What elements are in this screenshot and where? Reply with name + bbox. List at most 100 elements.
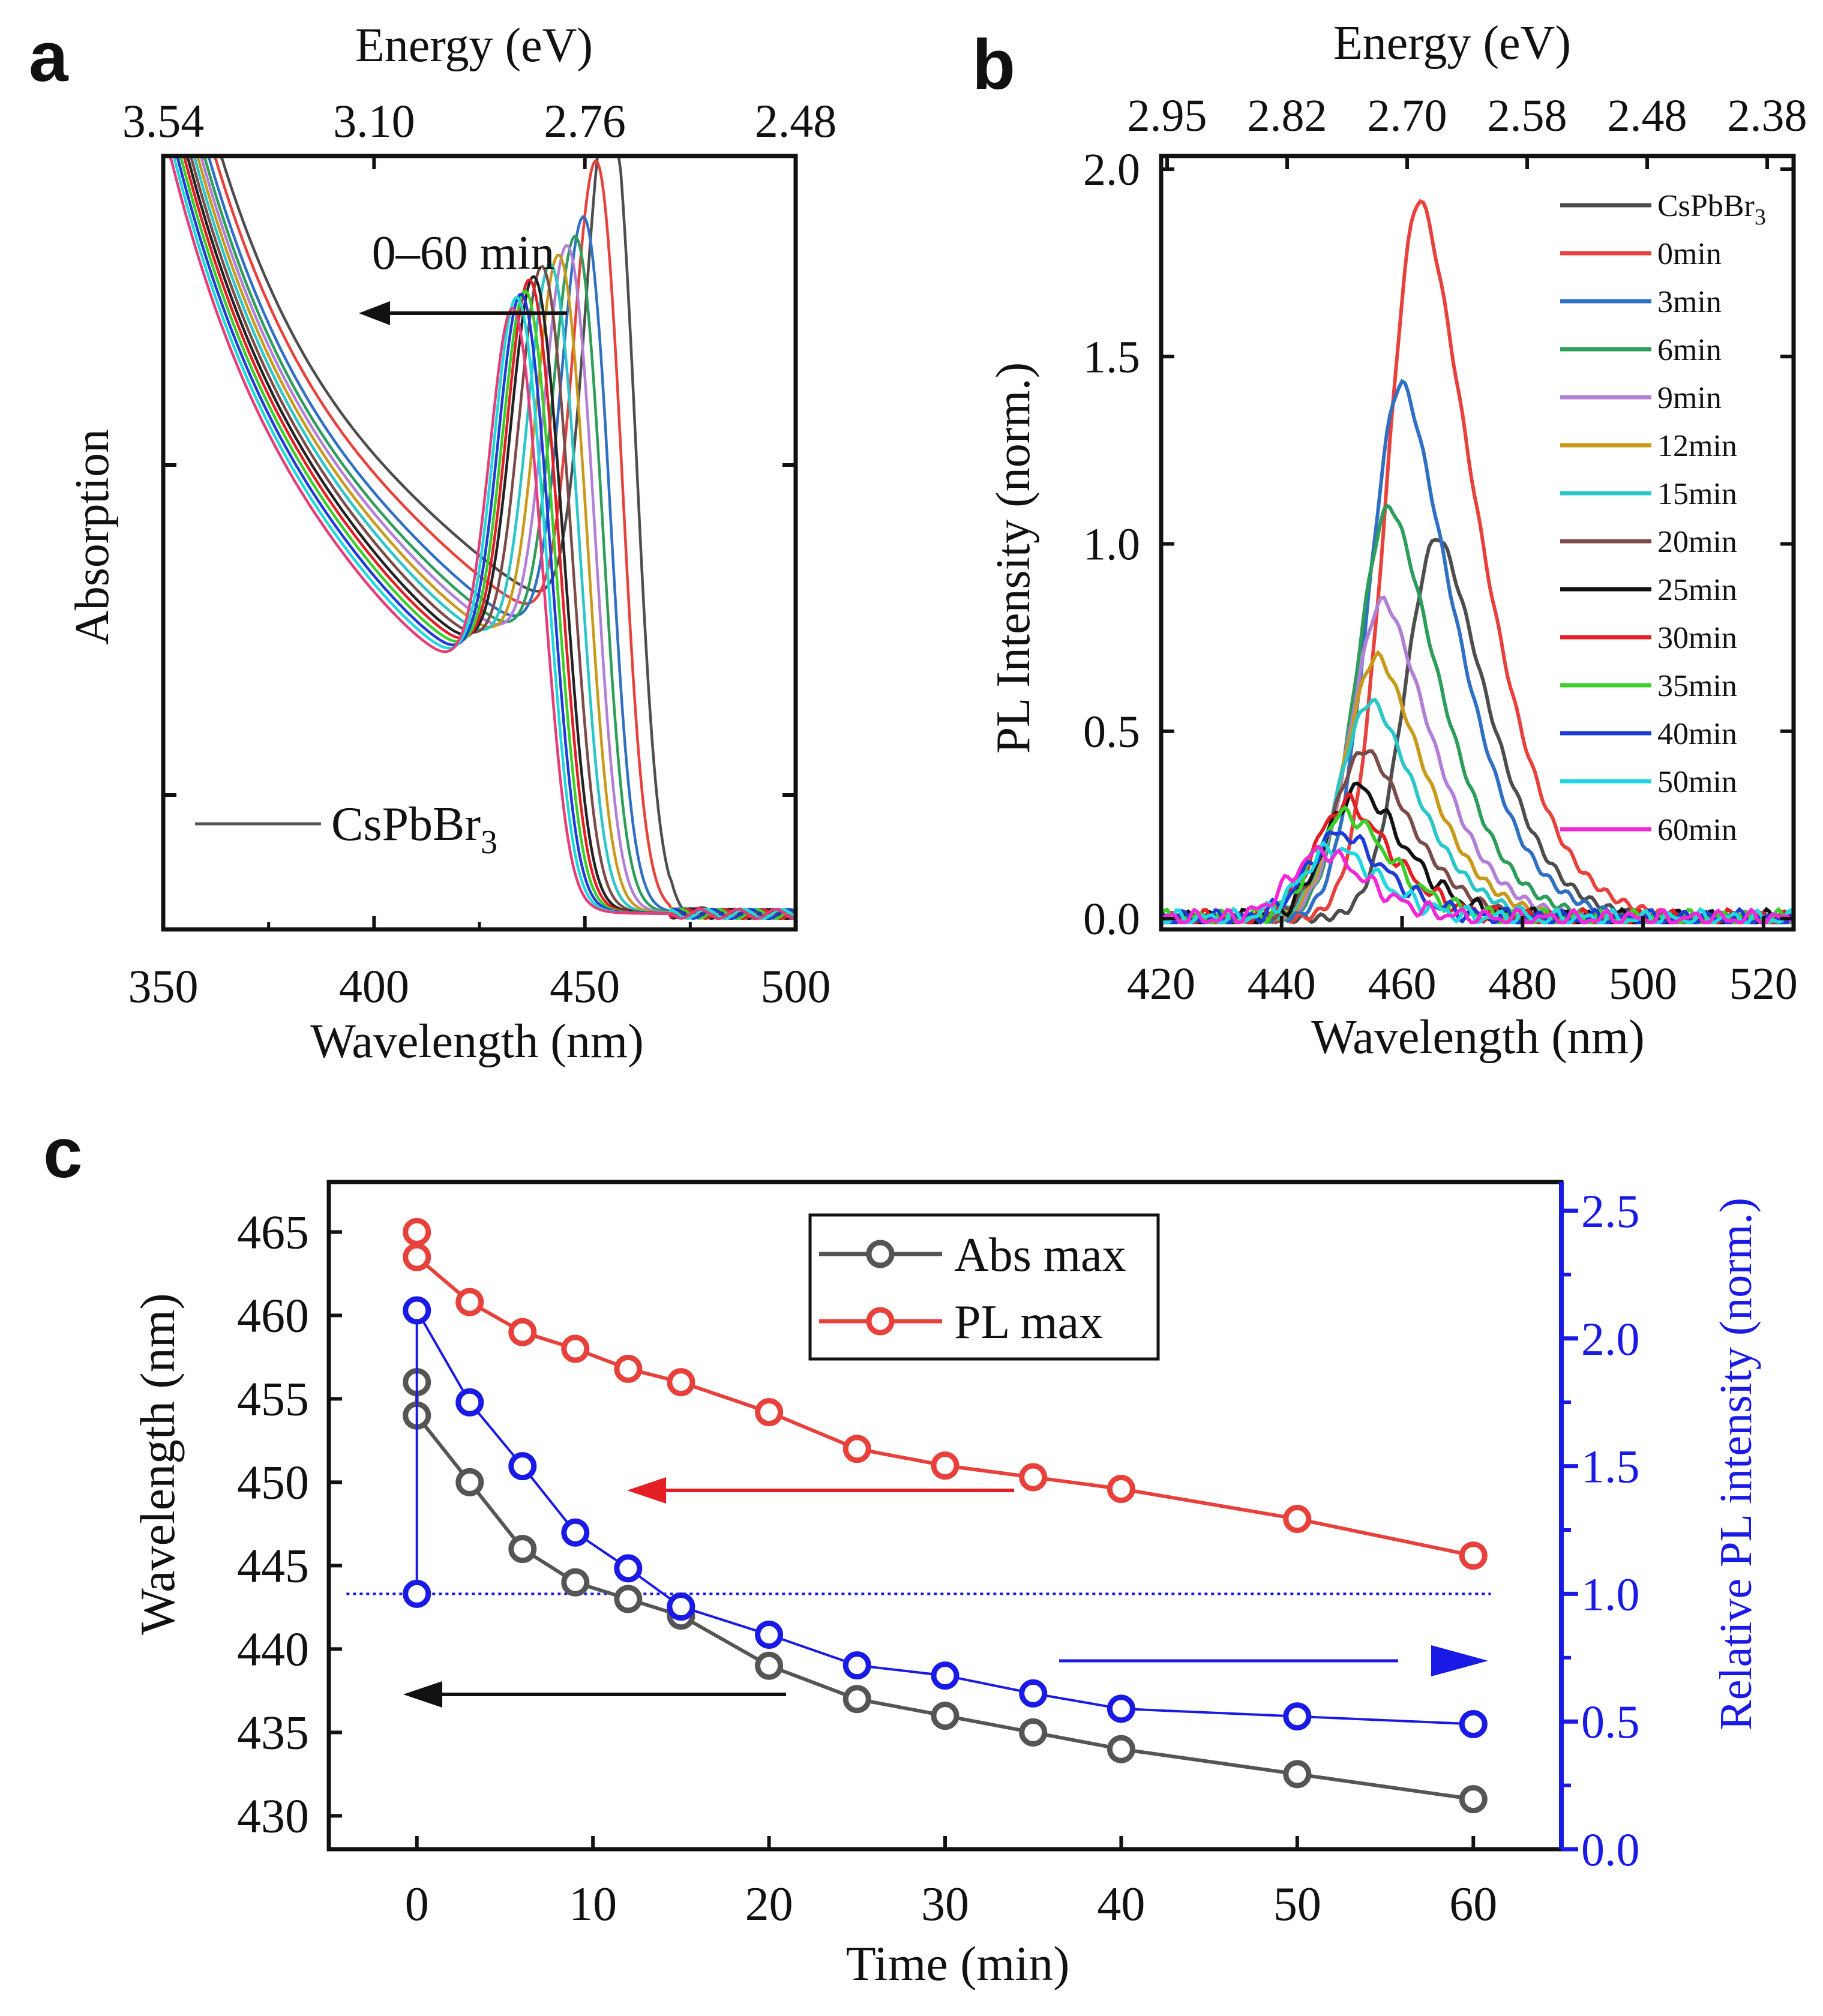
panel-c-point-pl-max <box>842 1435 871 1463</box>
panel-c-point-pl-max <box>931 1451 960 1480</box>
panel-b-legend-label: 50min <box>1657 765 1737 799</box>
panel-c-point-relative-pl-intensity <box>755 1620 784 1649</box>
panel-c-point-abs-max <box>1283 1760 1312 1789</box>
panel-c-ytick-label-right: 2.0 <box>1581 1313 1640 1365</box>
panel-c-legend-label: Abs max <box>954 1229 1126 1282</box>
panel-c-point-relative-pl-intensity <box>1019 1679 1048 1708</box>
panel-b-ytick-label: 2.0 <box>1083 145 1140 195</box>
panel-c-ytick-label: 435 <box>237 1706 309 1759</box>
panel-c-point-pl-max <box>403 1217 431 1246</box>
panel-b: b Energy (eV) PL Intensity (norm.) Wavel… <box>972 17 1807 1064</box>
panel-c-point-relative-pl-intensity <box>403 1296 431 1325</box>
panel-c-abs-arrow-head <box>403 1681 442 1708</box>
panel-b-legend-label: 9min <box>1657 381 1722 415</box>
panel-c-point-pl-max <box>755 1398 784 1427</box>
panel-b-xtick-label: 440 <box>1248 959 1316 1009</box>
panel-c-xtick-label: 60 <box>1449 1878 1497 1931</box>
panel-a-label: a <box>29 17 69 97</box>
panel-b-top-tick-label: 2.70 <box>1368 91 1447 141</box>
panel-b-legend-label: CsPbBr3 <box>1657 189 1766 230</box>
panel-c-ytick-label: 445 <box>237 1540 309 1592</box>
panel-c-point-abs-max <box>614 1585 643 1613</box>
panel-b-ytick-label: 0.5 <box>1083 707 1140 757</box>
panel-c-point-abs-max <box>755 1651 784 1680</box>
panel-c-point-pl-max <box>1459 1541 1488 1570</box>
panel-a: a Energy (eV) Absorption Wavelength (nm)… <box>29 17 836 1068</box>
panel-b-legend-name: CsPbBr <box>1657 189 1755 223</box>
panel-c-legend-marker <box>866 1240 895 1268</box>
panel-c-point-abs-max <box>842 1685 871 1714</box>
panel-c-point-abs-max <box>561 1568 590 1597</box>
panel-c-point-pl-max <box>403 1243 431 1271</box>
panel-c-point-relative-pl-intensity <box>614 1554 643 1583</box>
panel-b-legend-label: 40min <box>1657 717 1737 751</box>
panel-c-legend-box <box>808 1213 1160 1361</box>
panel-a-xtick-label: 400 <box>339 960 409 1012</box>
panel-c-point-relative-pl-intensity <box>403 1579 431 1608</box>
panel-c-point-pl-max <box>1019 1463 1048 1492</box>
panel-c-xtick-label: 50 <box>1273 1878 1321 1931</box>
panel-c-point-relative-pl-intensity <box>931 1661 960 1690</box>
panel-b-ytick-label: 1.0 <box>1083 520 1140 570</box>
panel-c-point-pl-max <box>455 1288 484 1316</box>
panel-b-top-tick-label: 2.58 <box>1488 91 1567 141</box>
panel-b-legend-label: 20min <box>1657 525 1737 559</box>
panel-c-point-relative-pl-intensity <box>455 1388 484 1417</box>
panel-a-legend-name: CsPbBr <box>331 798 481 851</box>
panel-b-ticks: 420 440 460 480 500 520 2.95 2.82 2.70 2.58 2.48 2.… <box>1083 91 1807 1009</box>
panel-b-legend-label: 6min <box>1657 333 1722 367</box>
panel-c-ytick-label: 455 <box>237 1373 309 1426</box>
panel-a-top-tick-label: 2.76 <box>544 95 626 147</box>
panel-c-point-abs-max <box>455 1468 484 1496</box>
panel-a-series-30min <box>163 154 797 920</box>
panel-b-top-tick-label: 2.82 <box>1248 91 1327 141</box>
panel-c-ytick-label: 430 <box>237 1790 309 1843</box>
panel-c-ytick-label: 440 <box>237 1623 309 1676</box>
panel-c-ticks: 0 10 20 30 40 50 60 430 435 440 445 450 455 460 465 0.0… <box>237 1185 1640 1931</box>
panel-a-series-60min <box>163 154 796 920</box>
panel-c-point-abs-max <box>931 1702 960 1730</box>
panel-c-xtick-label: 40 <box>1097 1878 1145 1931</box>
panel-c-ytick-label-right: 2.5 <box>1581 1185 1640 1237</box>
panel-b-top-tick-label: 2.48 <box>1608 91 1687 141</box>
panel-c-line-abs-max <box>415 1382 1474 1801</box>
panel-c-point-pl-max <box>667 1368 695 1397</box>
panel-c-ytick-label-right: 1.0 <box>1581 1568 1640 1620</box>
panel-c-ytick-label: 460 <box>237 1289 309 1342</box>
panel-b-legend-label: 30min <box>1657 621 1737 655</box>
panel-c-point-pl-max <box>508 1318 537 1346</box>
panel-b-legend-label: 15min <box>1657 477 1737 511</box>
panel-b-label: b <box>972 25 1015 104</box>
panel-b-legend-label: 0min <box>1657 237 1722 271</box>
panel-b-xlabel: Wavelength (nm) <box>1311 1011 1645 1064</box>
panel-a-ylabel: Absorption <box>66 429 119 645</box>
panel-b-legend-label: 3min <box>1657 285 1722 319</box>
panel-b-legend: CsPbBr30min3min6min9min12min15min20min25… <box>1560 189 1766 847</box>
panel-c-point-pl-max <box>1283 1505 1312 1534</box>
panel-c-plot-area <box>346 1217 1491 1814</box>
panel-a-plot-area <box>163 154 797 920</box>
panel-c-ytick-label-right: 0.5 <box>1581 1696 1640 1748</box>
panel-b-series-35min <box>1159 805 1794 925</box>
panel-b-xtick-label: 500 <box>1609 959 1677 1009</box>
panel-c-legend: Abs max PL max <box>819 1229 1126 1349</box>
panel-c-label: c <box>43 1114 83 1193</box>
panel-a-xtick-label: 500 <box>761 960 831 1012</box>
panel-c-pl-arrow-head <box>627 1477 666 1504</box>
panel-c-point-pl-max <box>1107 1475 1135 1504</box>
panel-c-ytick-label-right: 1.5 <box>1581 1441 1640 1493</box>
panel-c-xlabel: Time (min) <box>846 1936 1070 1991</box>
panel-c-point-abs-max <box>1019 1718 1048 1747</box>
panel-b-ylabel: PL Intensity (norm.) <box>987 362 1040 754</box>
panel-c-point-relative-pl-intensity <box>508 1452 537 1481</box>
panel-a-ticks: 350 3.54 400 3.10 450 2.76 500 2.48 <box>122 95 837 1012</box>
panel-c-legend-marker <box>866 1307 895 1336</box>
panel-c-point-relative-pl-intensity <box>561 1518 590 1547</box>
panel-a-top-axis-label: Energy (eV) <box>355 19 593 72</box>
panel-c-point-relative-pl-intensity <box>842 1651 871 1680</box>
panel-b-xtick-label: 520 <box>1729 959 1798 1009</box>
panel-a-legend-sub: 3 <box>481 824 497 861</box>
panel-b-xtick-label: 460 <box>1368 959 1437 1009</box>
panel-a-series-50min <box>163 154 797 920</box>
